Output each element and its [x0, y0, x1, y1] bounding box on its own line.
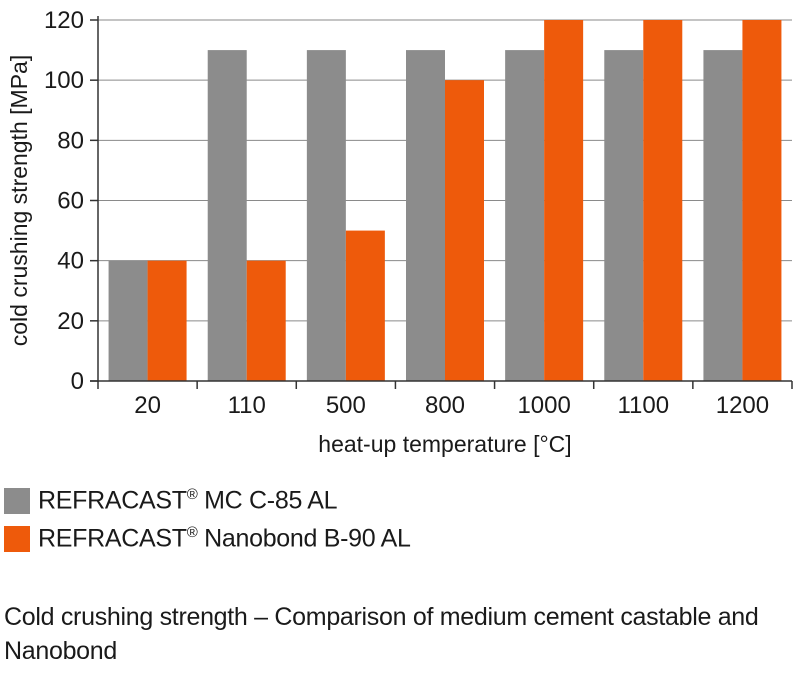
x-tick-label: 800	[425, 392, 465, 419]
bar-nanobond	[544, 20, 584, 381]
figure-caption: Cold crushing strength – Comparison of m…	[4, 603, 759, 665]
bar-mc	[604, 50, 644, 381]
bar-nanobond	[445, 80, 484, 382]
x-tick-label: 500	[326, 392, 366, 419]
legend-label-nanobond: REFRACAST® Nanobond B-90 AL	[38, 524, 411, 553]
bar-nanobond	[147, 260, 187, 381]
y-tick-label: 120	[44, 7, 84, 34]
legend-swatch-nanobond	[4, 526, 30, 552]
legend-swatch-mc	[4, 488, 30, 514]
y-tick-label: 40	[57, 248, 84, 275]
bar-chart: 0 20 40 60 80 100 120 20 110 500 800 1000 1100 1200 he…	[6, 7, 793, 457]
y-tick-label: 0	[71, 368, 84, 395]
legend-item-mc: REFRACAST® MC C-85 AL	[4, 482, 411, 520]
x-tick-label: 1000	[517, 392, 570, 419]
bar-mc	[703, 50, 743, 381]
bar-nanobond	[246, 260, 286, 381]
x-tick-label: 1100	[617, 392, 669, 419]
x-tick-label: 1200	[716, 392, 769, 419]
x-axis-label: heat-up temperature [°C]	[318, 431, 571, 457]
y-tick-label: 80	[57, 127, 84, 154]
y-tick-label: 60	[57, 188, 84, 215]
bar-nanobond	[742, 20, 782, 381]
legend-item-nanobond: REFRACAST® Nanobond B-90 AL	[4, 520, 411, 558]
bar-mc	[207, 50, 247, 381]
bar-nanobond	[643, 20, 683, 381]
bar-mc	[505, 50, 545, 381]
x-tick-label: 110	[228, 392, 266, 419]
y-tick-label: 20	[57, 308, 84, 335]
bar-mc	[108, 260, 148, 381]
bar-nanobond	[345, 230, 385, 381]
x-tick-label: 20	[134, 392, 161, 419]
y-tick-label: 100	[44, 67, 84, 94]
y-axis-label: cold crushing strength [MPa]	[6, 55, 32, 346]
bar-mc	[306, 50, 346, 381]
legend: REFRACAST® MC C-85 AL REFRACAST® Nanobon…	[4, 482, 411, 558]
legend-label-mc: REFRACAST® MC C-85 AL	[38, 486, 338, 515]
bar-mc	[406, 50, 445, 381]
